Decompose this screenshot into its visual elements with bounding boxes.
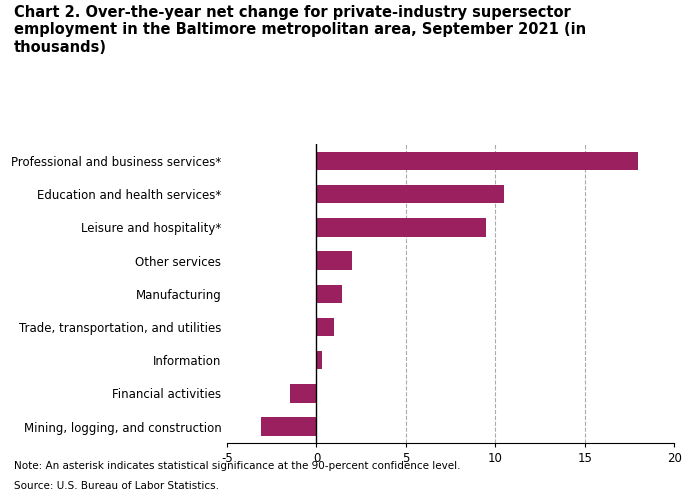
Bar	[316, 218, 486, 237]
Text: Chart 2. Over-the-year net change for private-industry supersector
employment in: Chart 2. Over-the-year net change for pr…	[14, 5, 586, 55]
Bar	[316, 152, 638, 170]
Bar	[316, 285, 341, 303]
Bar	[316, 318, 334, 336]
Bar	[316, 251, 352, 270]
Text: Source: U.S. Bureau of Labor Statistics.: Source: U.S. Bureau of Labor Statistics.	[14, 481, 219, 491]
Text: Note: An asterisk indicates statistical significance at the 90-percent confidenc: Note: An asterisk indicates statistical …	[14, 461, 460, 471]
Bar	[316, 351, 322, 370]
Bar	[316, 185, 504, 203]
Bar	[290, 384, 316, 402]
Bar	[261, 417, 316, 436]
